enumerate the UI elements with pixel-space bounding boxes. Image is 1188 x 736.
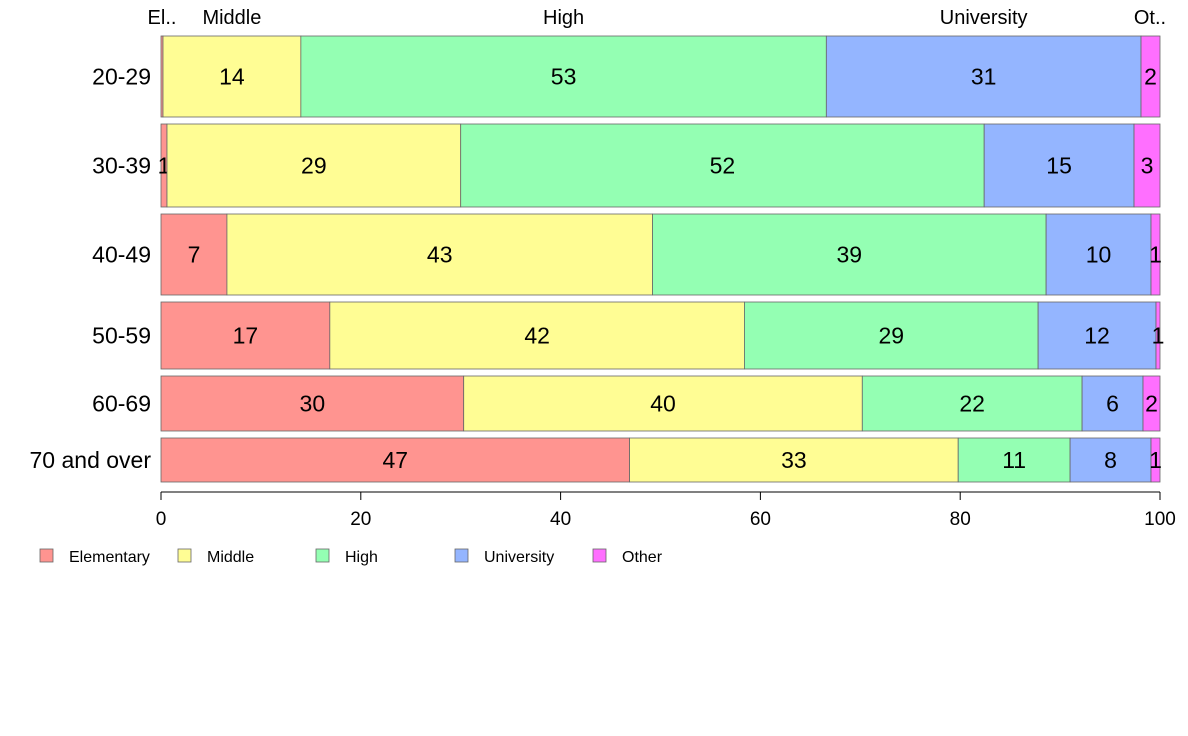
top-category-label: Ot..	[1134, 7, 1166, 29]
y-tick-label: 30-39	[92, 153, 151, 179]
bar-segment	[160, 375, 465, 432]
y-tick-label: 40-49	[92, 242, 151, 268]
legend-swatch	[592, 548, 607, 563]
legend-item: Elementary	[39, 548, 150, 566]
bar-segment	[1037, 301, 1157, 370]
bar-row: 14 53 31 2	[160, 35, 1161, 118]
bar-value-label: 8	[1104, 447, 1117, 473]
bar-segment	[861, 375, 1083, 432]
legend-label: Elementary	[69, 549, 150, 566]
bar-value-label: 6	[1106, 391, 1119, 417]
bar-segment	[226, 213, 653, 296]
bar-row: 30 40 22 6 2	[160, 375, 1161, 432]
y-axis-labels: 20-29 30-39 40-49 50-59 60-69 70 and over	[30, 64, 152, 474]
bar-segment	[463, 375, 863, 432]
bar-value-label: 31	[971, 64, 997, 90]
legend-swatch	[454, 548, 469, 563]
bar-value-label: 2	[1144, 64, 1157, 90]
top-category-label: Middle	[202, 7, 261, 29]
legend-item: High	[315, 548, 378, 566]
bar-value-label: 39	[837, 242, 863, 268]
top-category-label: High	[543, 7, 584, 29]
bar-value-label: 15	[1046, 153, 1072, 179]
bar-segment	[957, 437, 1071, 483]
bar-value-label: 29	[301, 153, 327, 179]
legend-label: Middle	[207, 549, 254, 566]
top-category-label: University	[940, 7, 1028, 29]
bar-value-label: 1	[1149, 242, 1162, 268]
bar-row: 7 43 39 10 1	[160, 213, 1162, 296]
bar-segment	[160, 301, 331, 370]
bar-area: 14 53 31 21 29 52 15 37 43 39 10 117 42 29 12 130 40 22 6 2…	[158, 35, 1165, 483]
bar-value-label: 7	[188, 242, 201, 268]
bar-value-label: 17	[233, 323, 259, 349]
legend-item: University	[454, 548, 554, 566]
x-tick-label: 100	[1144, 509, 1176, 530]
legend-label: Other	[622, 549, 663, 566]
bar-value-label: 1	[1149, 447, 1162, 473]
bar-value-label: 47	[382, 447, 408, 473]
x-tick-label: 80	[950, 509, 971, 530]
bar-value-label: 33	[781, 447, 807, 473]
legend-swatch	[315, 548, 330, 563]
bar-segment	[1045, 213, 1152, 296]
legend-label: University	[484, 549, 554, 566]
legend-swatch	[177, 548, 192, 563]
bar-value-label: 22	[959, 391, 985, 417]
bar-segment	[983, 123, 1135, 208]
x-axis: 0 20 40 60 80 100	[156, 491, 1176, 530]
y-tick-label: 20-29	[92, 64, 151, 90]
bar-value-label: 2	[1145, 391, 1158, 417]
bar-value-label: 10	[1086, 242, 1112, 268]
bar-value-label: 53	[551, 64, 577, 90]
bar-value-label: 1	[1152, 323, 1165, 349]
bar-value-label: 42	[524, 323, 550, 349]
top-category-label: El..	[148, 7, 177, 29]
bar-segment	[329, 301, 745, 370]
y-tick-label: 70 and over	[30, 447, 152, 473]
bar-value-label: 3	[1141, 153, 1154, 179]
bar-segment	[1150, 437, 1161, 483]
y-tick-label: 50-59	[92, 323, 151, 349]
bar-value-label: 14	[219, 64, 245, 90]
legend-item: Other	[592, 548, 663, 566]
x-tick-label: 40	[550, 509, 571, 530]
bar-value-label: 43	[427, 242, 453, 268]
x-tick-label: 20	[350, 509, 371, 530]
bar-segment	[160, 437, 630, 483]
bar-segment	[1142, 375, 1161, 432]
bar-value-label: 12	[1084, 323, 1110, 349]
x-tick-label: 0	[156, 509, 167, 530]
bar-segment	[300, 35, 827, 118]
legend-item: Middle	[177, 548, 254, 566]
bar-value-label: 29	[878, 323, 904, 349]
bar-segment	[1140, 35, 1161, 118]
bar-value-label: 40	[650, 391, 676, 417]
legend-label: High	[345, 549, 378, 566]
x-tick-label: 60	[750, 509, 771, 530]
bar-segment	[1150, 213, 1161, 296]
bar-segment	[629, 437, 959, 483]
bar-row: 47 33 11 8 1	[160, 437, 1162, 483]
bar-segment	[1133, 123, 1161, 208]
legend: Elementary Middle High University Other	[39, 548, 663, 566]
bar-value-label: 30	[300, 391, 326, 417]
bar-row: 17 42 29 12 1	[160, 301, 1165, 370]
top-category-labels: El.. Middle High University Ot..	[148, 7, 1167, 29]
bar-segment	[1155, 301, 1161, 370]
y-tick-label: 60-69	[92, 391, 151, 417]
bar-segment	[160, 213, 228, 296]
bar-segment	[1069, 437, 1152, 483]
bar-row: 1 29 52 15 3	[158, 123, 1161, 208]
bar-segment	[744, 301, 1039, 370]
legend-swatch	[39, 548, 54, 563]
bar-value-label: 52	[710, 153, 736, 179]
bar-segment	[1081, 375, 1144, 432]
bar-value-label: 11	[1002, 447, 1026, 473]
